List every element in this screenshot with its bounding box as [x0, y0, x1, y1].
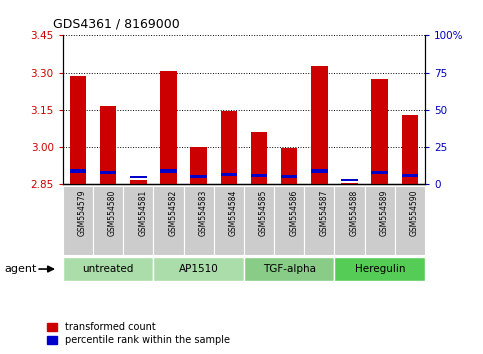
Legend: transformed count, percentile rank within the sample: transformed count, percentile rank withi…	[43, 319, 234, 349]
Text: TGF-alpha: TGF-alpha	[263, 264, 316, 274]
Text: GSM554587: GSM554587	[319, 189, 328, 236]
Bar	[160, 72, 177, 184]
FancyBboxPatch shape	[123, 186, 154, 255]
Text: GSM554584: GSM554584	[229, 189, 238, 236]
Text: GSM554590: GSM554590	[410, 189, 419, 236]
FancyBboxPatch shape	[334, 257, 425, 281]
Bar	[402, 174, 418, 177]
Bar	[190, 147, 207, 184]
Text: GSM554581: GSM554581	[138, 189, 147, 235]
FancyBboxPatch shape	[365, 186, 395, 255]
Bar	[100, 171, 116, 174]
FancyBboxPatch shape	[93, 186, 123, 255]
FancyBboxPatch shape	[274, 186, 304, 255]
Text: GSM554583: GSM554583	[199, 189, 208, 236]
FancyBboxPatch shape	[184, 186, 213, 255]
Bar	[251, 174, 267, 177]
Text: AP1510: AP1510	[179, 264, 218, 274]
Bar	[160, 170, 177, 173]
FancyBboxPatch shape	[304, 186, 334, 255]
Bar	[70, 170, 86, 173]
Bar	[221, 111, 237, 184]
FancyBboxPatch shape	[63, 186, 93, 255]
Bar	[281, 148, 298, 184]
Text: GSM554589: GSM554589	[380, 189, 389, 236]
Bar	[190, 175, 207, 178]
Bar	[371, 171, 388, 174]
Text: GSM554585: GSM554585	[259, 189, 268, 236]
FancyBboxPatch shape	[244, 257, 334, 281]
Bar	[221, 173, 237, 176]
Bar	[341, 179, 358, 181]
Bar	[130, 176, 146, 178]
Bar	[130, 181, 146, 184]
FancyBboxPatch shape	[213, 186, 244, 255]
FancyBboxPatch shape	[334, 186, 365, 255]
Text: GSM554588: GSM554588	[350, 189, 358, 235]
FancyBboxPatch shape	[154, 186, 184, 255]
FancyBboxPatch shape	[395, 186, 425, 255]
Text: untreated: untreated	[83, 264, 134, 274]
Bar	[341, 183, 358, 184]
Bar	[402, 115, 418, 184]
Bar	[311, 170, 327, 173]
Bar	[100, 106, 116, 184]
Bar	[70, 76, 86, 184]
Bar	[251, 132, 267, 184]
FancyBboxPatch shape	[63, 257, 154, 281]
Text: GSM554580: GSM554580	[108, 189, 117, 236]
Text: Heregulin: Heregulin	[355, 264, 405, 274]
Text: GDS4361 / 8169000: GDS4361 / 8169000	[53, 18, 180, 31]
Text: agent: agent	[5, 264, 37, 274]
Text: GSM554579: GSM554579	[78, 189, 87, 236]
FancyBboxPatch shape	[244, 186, 274, 255]
Text: GSM554582: GSM554582	[169, 189, 177, 235]
Bar	[311, 67, 327, 184]
Text: GSM554586: GSM554586	[289, 189, 298, 236]
FancyBboxPatch shape	[154, 257, 244, 281]
Bar	[281, 175, 298, 178]
Bar	[371, 79, 388, 184]
